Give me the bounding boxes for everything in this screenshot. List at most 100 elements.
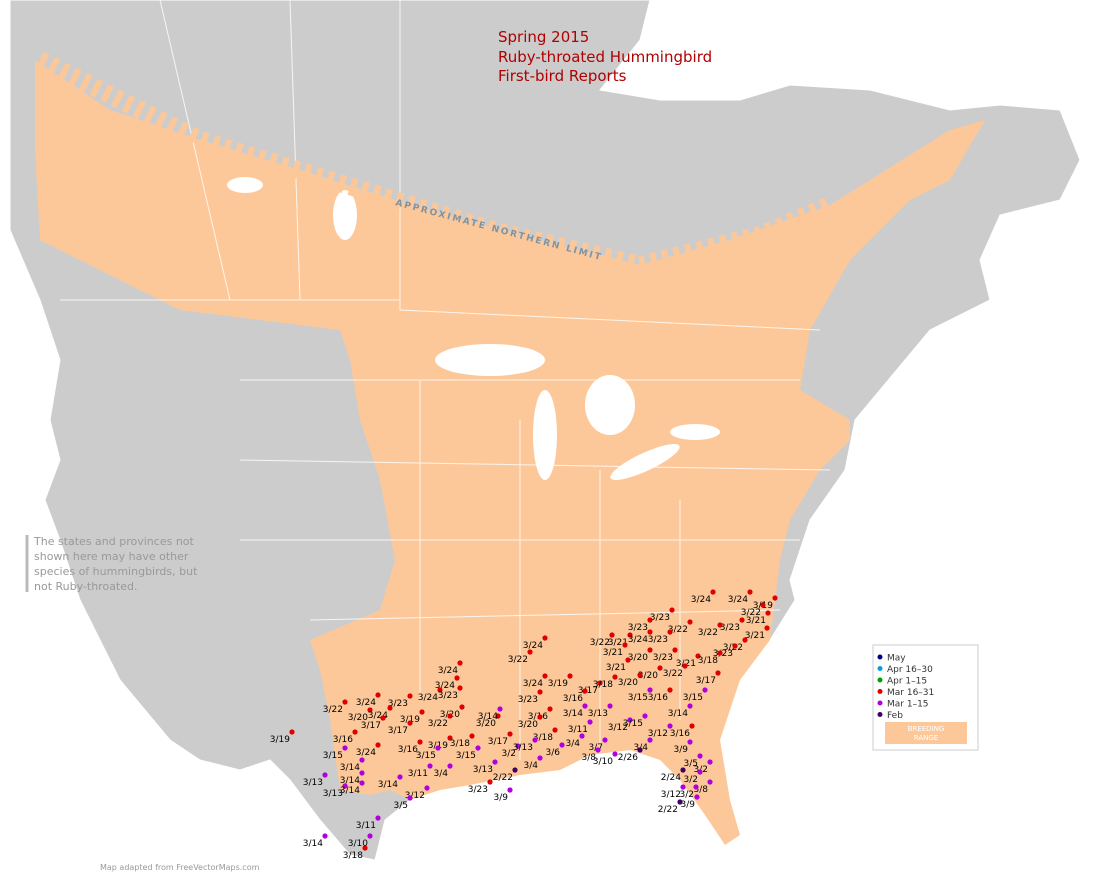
report-date: 3/17 bbox=[488, 737, 508, 747]
legend-label: Apr 1–15 bbox=[887, 677, 927, 687]
report-date: 3/23 bbox=[650, 613, 670, 623]
report-dot bbox=[342, 699, 348, 705]
lakes bbox=[227, 177, 720, 481]
report-dot bbox=[680, 767, 686, 773]
report-date: 3/17 bbox=[361, 721, 381, 731]
report-date: 3/19 bbox=[548, 679, 568, 689]
report-date: 3/10 bbox=[593, 757, 613, 767]
report-dot bbox=[537, 689, 543, 695]
report-date: 3/11 bbox=[568, 725, 588, 735]
report-date: 3/21 bbox=[608, 638, 628, 648]
legend-dot bbox=[877, 689, 883, 694]
report-dot bbox=[437, 687, 443, 693]
lake bbox=[610, 443, 680, 481]
report-dot bbox=[419, 709, 425, 715]
report-date: 3/24 bbox=[628, 635, 648, 645]
report-dot bbox=[417, 739, 423, 745]
report-date: 3/24 bbox=[523, 679, 543, 689]
report-date: 3/17 bbox=[696, 676, 716, 686]
report-dot bbox=[397, 774, 403, 780]
report-dot bbox=[742, 637, 748, 643]
breeding-range bbox=[35, 60, 985, 845]
report-dot bbox=[537, 755, 543, 761]
legend-dot bbox=[877, 666, 883, 671]
report-dot bbox=[359, 770, 365, 776]
report-dot bbox=[667, 629, 673, 635]
border bbox=[289, 0, 301, 301]
report-dot bbox=[687, 619, 693, 625]
report-dot bbox=[447, 713, 453, 719]
report-dot bbox=[322, 772, 328, 778]
report-dot bbox=[642, 713, 648, 719]
report-date: 3/15 bbox=[323, 751, 343, 761]
report-date: 3/16 bbox=[670, 729, 690, 739]
report-date: 3/10 bbox=[348, 839, 368, 849]
report-dot bbox=[352, 729, 358, 735]
report-date: 3/23 bbox=[653, 653, 673, 663]
report-dot bbox=[693, 784, 699, 790]
legend-label: Mar 1–15 bbox=[887, 700, 929, 710]
report-dot bbox=[359, 757, 365, 763]
report-date: 3/12 bbox=[608, 723, 628, 733]
report-date: 3/20 bbox=[476, 719, 496, 729]
report-date: 3/18 bbox=[450, 739, 470, 749]
report-dot bbox=[375, 692, 381, 698]
report-dot bbox=[667, 723, 673, 729]
report-date: 3/13 bbox=[473, 765, 493, 775]
report-dot bbox=[454, 675, 460, 681]
report-dot bbox=[707, 779, 713, 785]
report-dot bbox=[527, 649, 533, 655]
legend-dot bbox=[877, 654, 883, 660]
report-date: 3/16 bbox=[398, 745, 418, 755]
report-dot bbox=[375, 815, 381, 821]
title-line: Spring 2015 bbox=[498, 28, 589, 46]
report-dot bbox=[707, 759, 713, 765]
report-dot bbox=[407, 795, 413, 801]
report-dot bbox=[322, 833, 328, 839]
report-dot bbox=[587, 719, 593, 725]
border bbox=[239, 459, 831, 471]
report-date: 3/23 bbox=[438, 691, 458, 701]
report-dot bbox=[497, 706, 503, 712]
note-line: species of hummingbirds, but bbox=[34, 565, 198, 578]
report-dot bbox=[747, 589, 753, 595]
legend-range-label: RANGE bbox=[914, 734, 938, 742]
report-dot bbox=[609, 632, 615, 638]
report-dot bbox=[532, 737, 538, 743]
report-date: 3/23 bbox=[388, 699, 408, 709]
report-date: 3/11 bbox=[356, 821, 376, 831]
report-dot bbox=[487, 779, 493, 785]
report-date: 3/15 bbox=[628, 693, 648, 703]
report-date: 3/8 bbox=[582, 753, 597, 763]
report-dot bbox=[672, 647, 678, 653]
report-dot bbox=[515, 743, 521, 749]
report-date: 3/20 bbox=[628, 653, 648, 663]
report-dot bbox=[407, 720, 413, 726]
report-dot bbox=[732, 643, 738, 649]
report-dot bbox=[647, 629, 653, 635]
report-date: 3/2 bbox=[684, 775, 698, 785]
report-date: 3/20 bbox=[348, 713, 368, 723]
report-date: 3/24 bbox=[438, 666, 458, 676]
report-dot bbox=[647, 617, 653, 623]
report-date: 3/20 bbox=[518, 720, 538, 730]
note-line: not Ruby-throated. bbox=[34, 580, 138, 593]
report-date: 3/12 bbox=[661, 790, 681, 800]
report-date: 3/18 bbox=[533, 733, 553, 743]
report-dot bbox=[567, 673, 573, 679]
report-dot bbox=[475, 745, 481, 751]
report-date: 3/22 bbox=[508, 655, 528, 665]
report-dot bbox=[582, 688, 588, 694]
legend-dot bbox=[877, 677, 883, 683]
report-dot bbox=[507, 787, 513, 793]
report-dot bbox=[424, 785, 430, 791]
report-dot bbox=[457, 660, 463, 666]
report-date: 3/23 bbox=[518, 695, 538, 705]
report-dot bbox=[559, 742, 565, 748]
report-date: 3/13 bbox=[513, 743, 533, 753]
report-date: 3/18 bbox=[593, 680, 613, 690]
report-date: 3/23 bbox=[468, 785, 488, 795]
legend-range-label: BREEDING bbox=[908, 725, 945, 733]
report-dot bbox=[697, 769, 703, 775]
report-dot bbox=[597, 680, 603, 686]
